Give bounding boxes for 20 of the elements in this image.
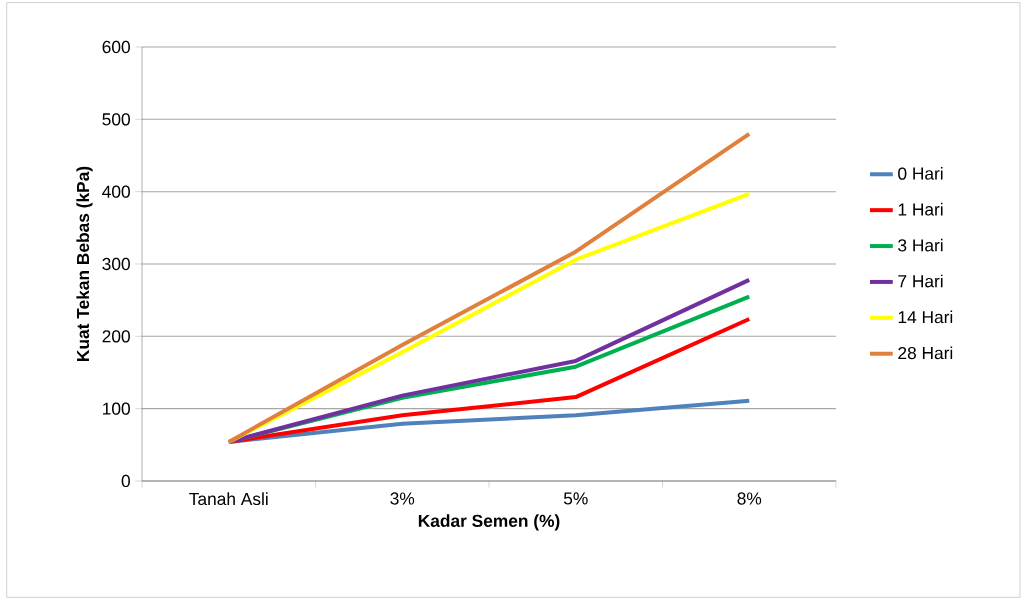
y-tick-label: 400 (102, 185, 130, 198)
legend-label: 0 Hari (898, 166, 943, 180)
y-axis-title: Kuat Tekan Bebas (kPa) (76, 166, 93, 361)
line-series (226, 131, 752, 444)
y-tick-label: 100 (103, 402, 130, 415)
legend-label: 1 Hari (898, 202, 943, 216)
x-tick-label: 8% (737, 492, 762, 505)
legend-label: 7 Hari (898, 274, 943, 288)
legend-label: 28 Hari (898, 346, 953, 360)
y-tick-label: 200 (102, 330, 130, 343)
x-tick-label: 5% (563, 492, 588, 505)
y-tick-label: 600 (102, 40, 130, 54)
y-tick-label: 0 (121, 474, 130, 488)
x-tick-label: Tanah Asli (189, 492, 268, 506)
y-tick-label: 500 (102, 113, 130, 126)
legend-label: 3 Hari (898, 238, 943, 252)
legend-label: 14 Hari (898, 310, 953, 324)
y-tick-label: 300 (102, 257, 130, 271)
x-tick-label: 3% (390, 492, 415, 505)
x-axis-title: Kadar Semen (%) (418, 514, 560, 531)
